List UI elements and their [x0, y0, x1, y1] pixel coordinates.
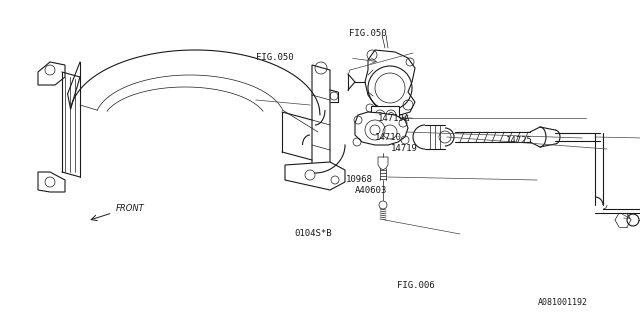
Text: 14719A: 14719A [378, 114, 410, 123]
Text: A081001192: A081001192 [538, 298, 588, 307]
Polygon shape [38, 62, 65, 85]
Polygon shape [365, 50, 415, 115]
Text: FIG.006: FIG.006 [397, 281, 435, 290]
Polygon shape [285, 162, 345, 190]
Polygon shape [355, 112, 408, 145]
Text: 14719: 14719 [390, 144, 417, 153]
Polygon shape [38, 172, 65, 192]
Bar [371, 106, 399, 124]
Text: 14710: 14710 [374, 133, 401, 142]
Text: FIG.050: FIG.050 [349, 29, 387, 38]
Text: 14725: 14725 [506, 136, 532, 145]
Polygon shape [378, 157, 388, 170]
Polygon shape [312, 65, 330, 180]
Text: FIG.050: FIG.050 [256, 53, 294, 62]
Text: A40603: A40603 [355, 186, 387, 195]
Text: 10968: 10968 [346, 175, 372, 184]
Text: 0104S*B: 0104S*B [294, 229, 332, 238]
Text: FRONT: FRONT [116, 204, 144, 213]
